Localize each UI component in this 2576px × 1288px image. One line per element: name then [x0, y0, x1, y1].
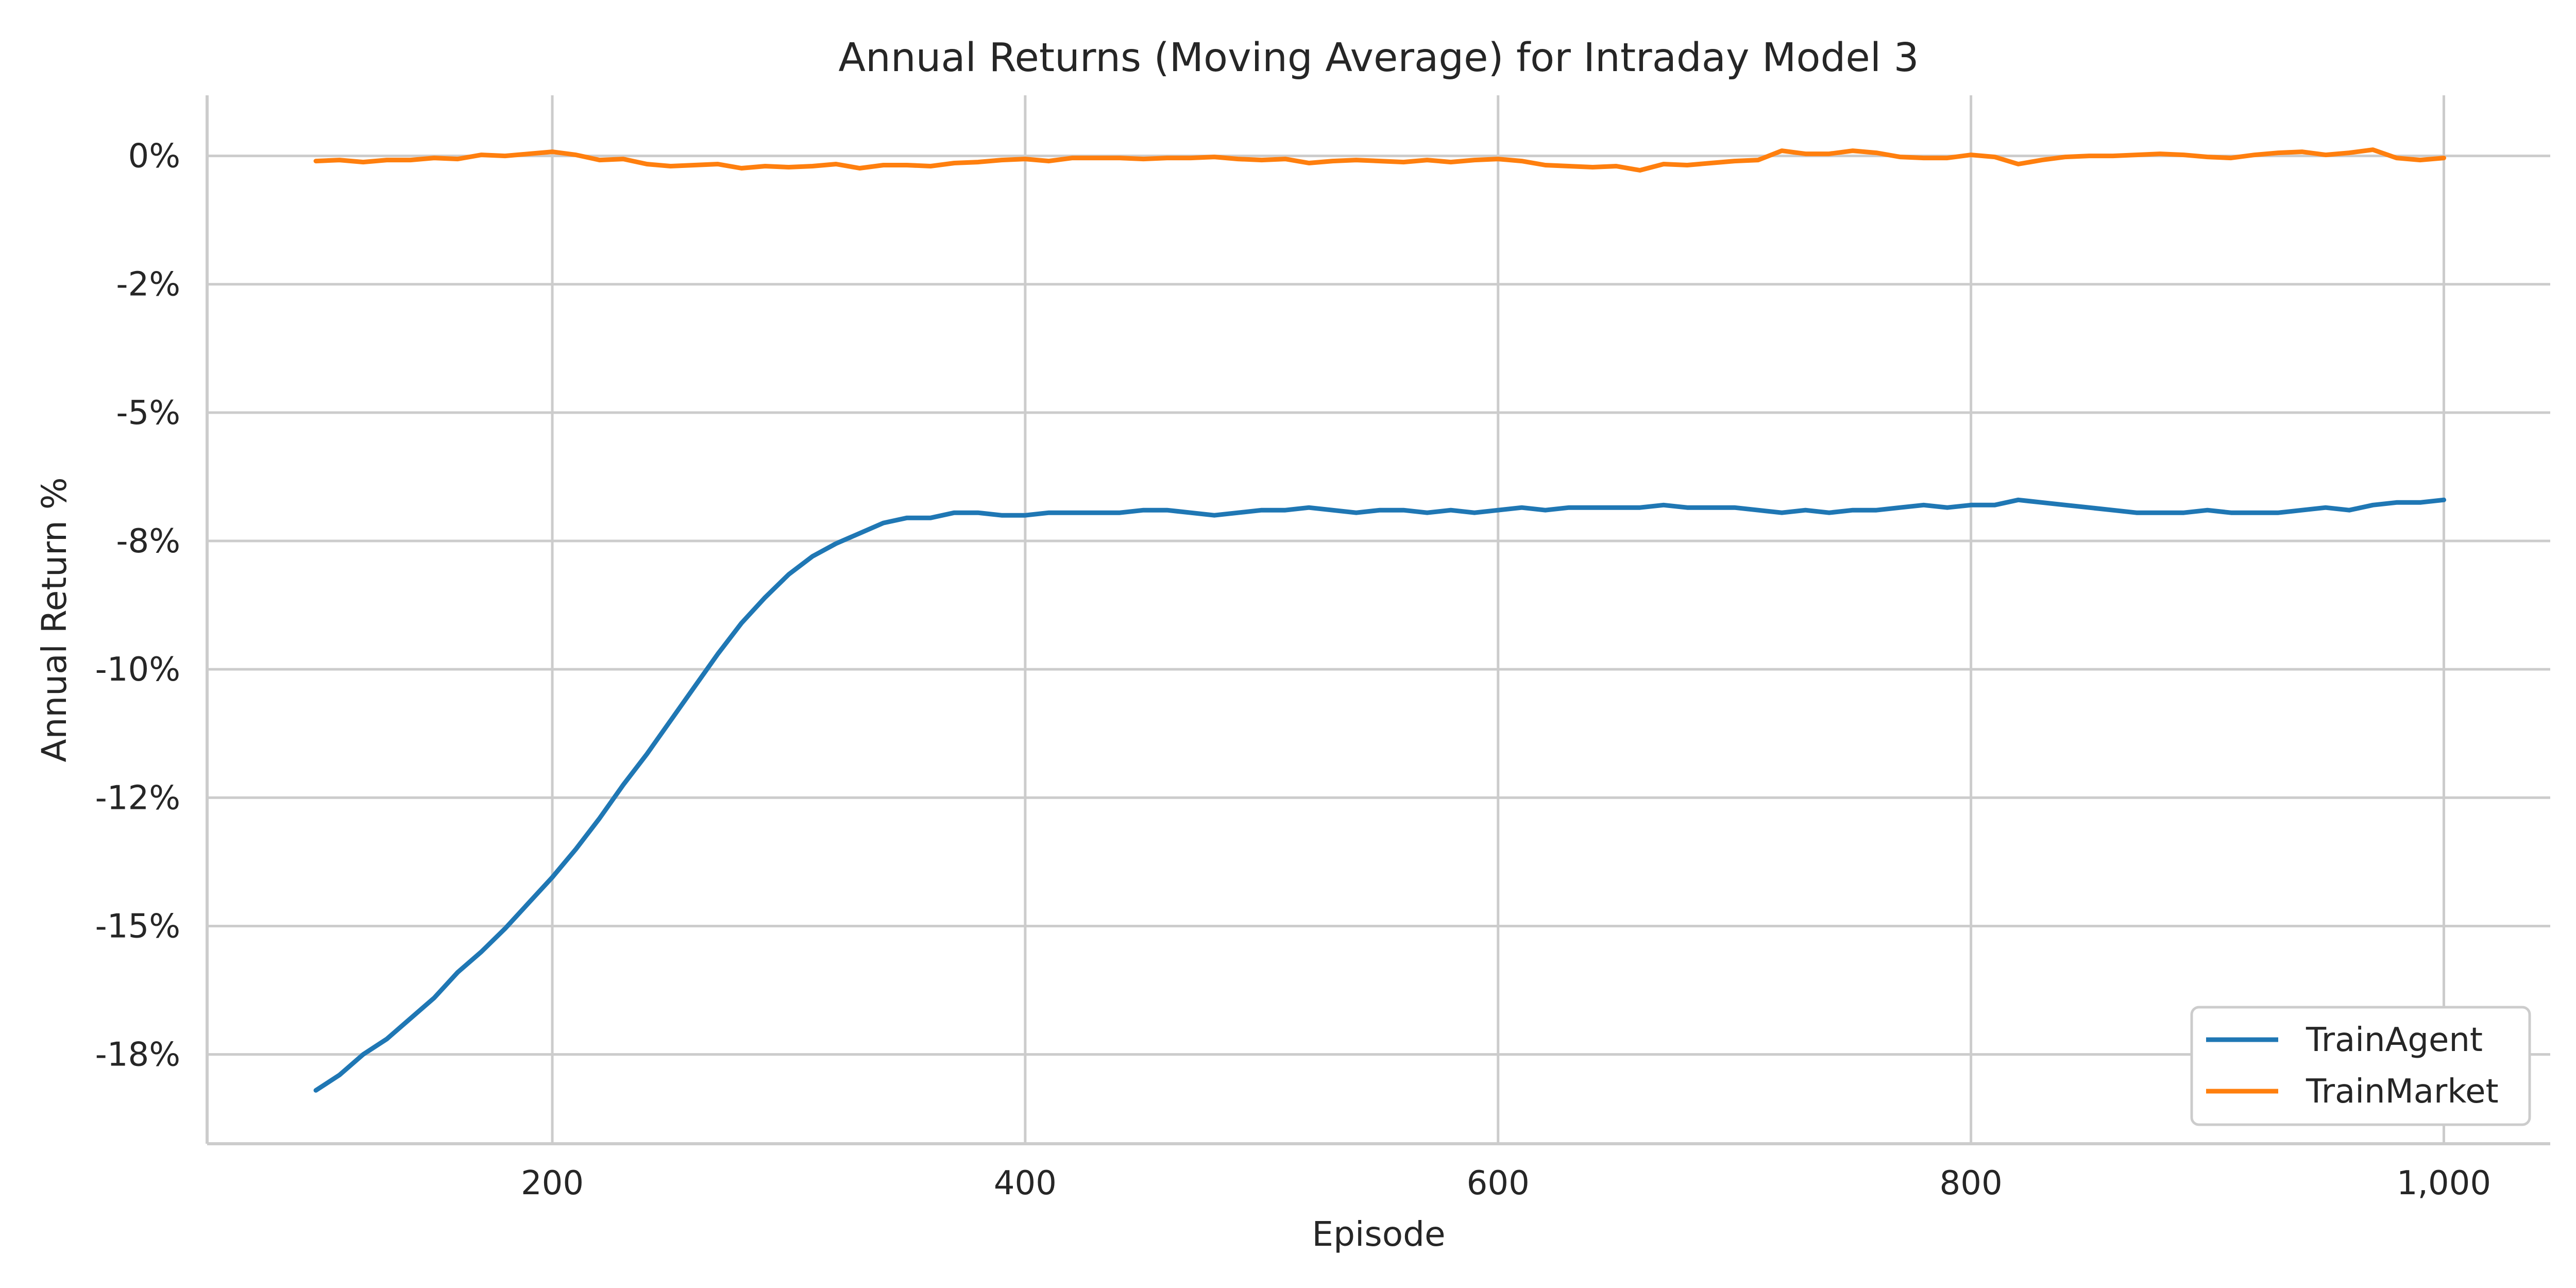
series-line-trainmarket	[313, 147, 2446, 173]
y-tick-label: -12%	[95, 779, 180, 817]
x-tick-label: 400	[994, 1164, 1057, 1202]
grid-lines	[207, 95, 2550, 1144]
y-tick-label: -2%	[116, 266, 180, 304]
series-layer	[313, 147, 2446, 1093]
axes: 200 400 600 800 1,000 0% -2% -5% -8% -10% -12% -15%…	[95, 95, 2550, 1202]
legend-label: TrainAgent	[2306, 1021, 2483, 1059]
legend: TrainAgent TrainMarket	[2190, 1006, 2531, 1126]
x-tick-label: 1,000	[2397, 1164, 2491, 1202]
y-tick-label: -10%	[95, 651, 180, 689]
chart-title: Annual Returns (Moving Average) for Intr…	[838, 35, 1919, 81]
x-tick-label: 600	[1467, 1164, 1530, 1202]
y-tick-label: -5%	[116, 394, 180, 432]
x-axis-label: Episode	[1312, 1214, 1445, 1254]
y-tick-label: -18%	[95, 1036, 180, 1074]
x-tick-label: 800	[1940, 1164, 2003, 1202]
legend-box	[2190, 1006, 2531, 1126]
x-tick-label: 200	[521, 1164, 584, 1202]
y-tick-label: -15%	[95, 907, 180, 945]
y-tick-label: 0%	[128, 138, 180, 176]
y-tick-label: -8%	[116, 522, 180, 561]
y-axis-label: Annual Return %	[35, 477, 74, 762]
legend-label: TrainMarket	[2306, 1073, 2499, 1111]
series-line-trainagent	[313, 497, 2446, 1093]
